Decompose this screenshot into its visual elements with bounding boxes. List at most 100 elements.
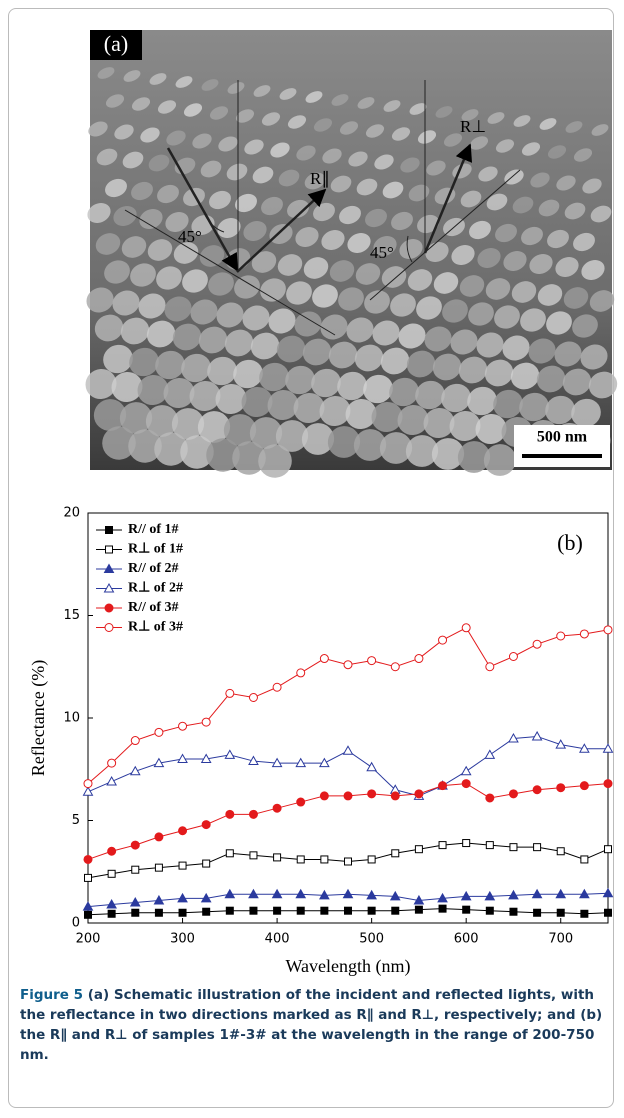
marker bbox=[250, 852, 257, 859]
marker bbox=[439, 782, 447, 790]
marker bbox=[320, 655, 328, 663]
page: (a) R∥ R⊥ 45° 45° 500 nm (b) Wavelength … bbox=[0, 0, 624, 1118]
legend-label: R⊥ of 3# bbox=[128, 620, 183, 635]
marker bbox=[226, 907, 233, 914]
marker bbox=[132, 866, 139, 873]
marker bbox=[533, 640, 541, 648]
marker bbox=[533, 786, 541, 794]
marker bbox=[179, 722, 187, 730]
marker bbox=[155, 909, 162, 916]
figure: (a) R∥ R⊥ 45° 45° 500 nm (b) Wavelength … bbox=[0, 0, 624, 980]
x-tick-label: 400 bbox=[265, 932, 290, 947]
marker bbox=[155, 864, 162, 871]
legend-label: R// of 1# bbox=[128, 522, 179, 537]
marker bbox=[605, 909, 612, 916]
marker bbox=[179, 862, 186, 869]
marker bbox=[155, 833, 163, 841]
marker bbox=[391, 792, 399, 800]
marker bbox=[415, 906, 422, 913]
marker bbox=[108, 910, 115, 917]
legend-label: R// of 3# bbox=[128, 600, 179, 615]
marker bbox=[368, 790, 376, 798]
legend-label: R// of 2# bbox=[128, 561, 179, 576]
marker bbox=[463, 840, 470, 847]
marker bbox=[321, 907, 328, 914]
marker bbox=[486, 907, 493, 914]
marker bbox=[105, 624, 113, 632]
marker bbox=[344, 661, 352, 669]
marker bbox=[367, 763, 376, 771]
y-tick-label: 5 bbox=[72, 813, 80, 828]
marker bbox=[297, 798, 305, 806]
marker bbox=[509, 790, 517, 798]
marker bbox=[557, 632, 565, 640]
marker bbox=[368, 856, 375, 863]
marker bbox=[155, 728, 163, 736]
marker bbox=[249, 810, 257, 818]
caption: Figure 5 (a) Schematic illustration of t… bbox=[20, 985, 610, 1065]
marker bbox=[462, 624, 470, 632]
y-tick-label: 10 bbox=[63, 711, 80, 726]
caption-label: Figure 5 bbox=[20, 987, 83, 1003]
marker bbox=[274, 854, 281, 861]
marker bbox=[510, 908, 517, 915]
marker bbox=[415, 790, 423, 798]
legend-label: R⊥ of 1# bbox=[128, 542, 183, 557]
marker bbox=[274, 907, 281, 914]
x-tick-label: 700 bbox=[548, 932, 573, 947]
marker bbox=[179, 827, 187, 835]
marker bbox=[486, 842, 493, 849]
marker bbox=[534, 909, 541, 916]
marker bbox=[534, 844, 541, 851]
marker bbox=[132, 909, 139, 916]
y-axis-label: Reflectance (%) bbox=[28, 660, 49, 776]
marker bbox=[344, 746, 353, 754]
r-perp-label: R⊥ bbox=[460, 117, 486, 136]
marker bbox=[509, 653, 517, 661]
legend-label: R⊥ of 2# bbox=[128, 581, 183, 596]
marker bbox=[557, 848, 564, 855]
marker bbox=[391, 663, 399, 671]
marker bbox=[85, 911, 92, 918]
marker bbox=[485, 750, 494, 758]
marker bbox=[203, 908, 210, 915]
marker bbox=[321, 856, 328, 863]
marker bbox=[463, 906, 470, 913]
marker bbox=[226, 810, 234, 818]
marker bbox=[249, 694, 257, 702]
marker bbox=[225, 750, 234, 758]
marker bbox=[107, 777, 116, 785]
x-tick-label: 300 bbox=[170, 932, 195, 947]
marker bbox=[84, 855, 92, 863]
marker bbox=[320, 792, 328, 800]
scale-bar-label: 500 nm bbox=[537, 429, 588, 446]
marker bbox=[368, 657, 376, 665]
marker bbox=[273, 804, 281, 812]
marker bbox=[439, 842, 446, 849]
marker bbox=[85, 874, 92, 881]
marker bbox=[273, 683, 281, 691]
panel-a-label: (a) bbox=[104, 31, 128, 56]
marker bbox=[226, 689, 234, 697]
marker bbox=[486, 794, 494, 802]
marker bbox=[581, 910, 588, 917]
marker bbox=[415, 655, 423, 663]
marker bbox=[345, 858, 352, 865]
panel-b-label: (b) bbox=[557, 530, 583, 555]
marker bbox=[580, 630, 588, 638]
marker bbox=[131, 737, 139, 745]
marker bbox=[439, 636, 447, 644]
marker bbox=[84, 787, 93, 795]
marker bbox=[604, 780, 612, 788]
x-tick-label: 500 bbox=[359, 932, 384, 947]
marker bbox=[439, 905, 446, 912]
r-parallel-label: R∥ bbox=[310, 169, 330, 188]
marker bbox=[131, 841, 139, 849]
marker bbox=[604, 889, 613, 897]
x-axis-label: Wavelength (nm) bbox=[285, 956, 410, 977]
marker bbox=[105, 604, 113, 612]
marker bbox=[510, 844, 517, 851]
marker bbox=[392, 850, 399, 857]
marker bbox=[415, 846, 422, 853]
marker bbox=[486, 663, 494, 671]
